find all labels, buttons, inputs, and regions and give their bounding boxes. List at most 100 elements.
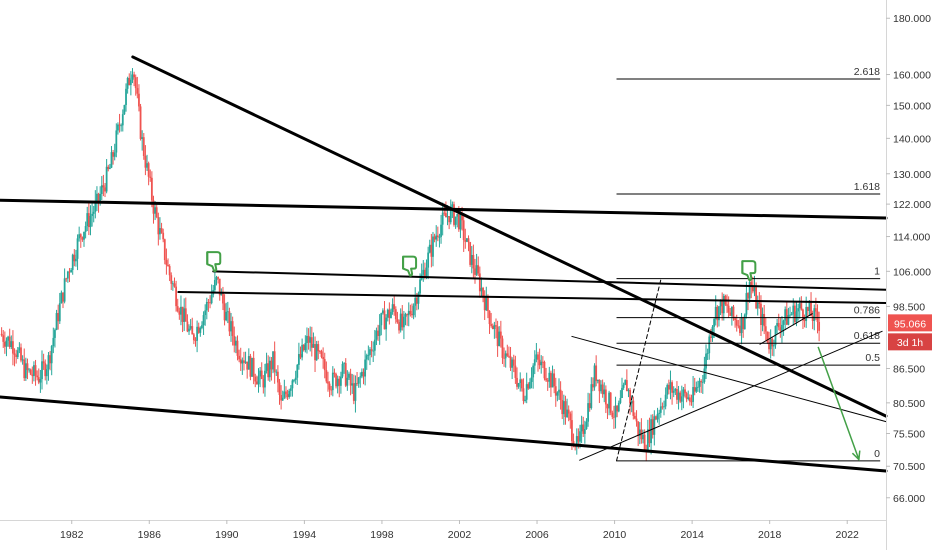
candle-body <box>546 380 549 382</box>
candle-body <box>108 167 111 169</box>
candle-body <box>230 321 232 332</box>
candle-body <box>703 368 706 382</box>
candle-body <box>440 224 442 237</box>
candle-body <box>314 344 316 361</box>
candle-body <box>373 339 376 351</box>
candle-body <box>679 392 682 402</box>
trendline-thin <box>759 313 813 345</box>
candle-body <box>71 254 74 270</box>
y-tick-label: 106.000 <box>893 266 931 278</box>
fib-level-label: 2.618 <box>854 66 880 78</box>
candle-body <box>107 166 110 169</box>
candle-body <box>519 379 522 384</box>
candle-body <box>349 373 352 386</box>
candle-body <box>816 311 819 322</box>
candle-body <box>257 376 260 385</box>
candle-body <box>750 281 753 287</box>
candle-body <box>68 271 71 273</box>
candle-body <box>312 344 315 348</box>
candle-body <box>152 200 155 214</box>
candle-body <box>47 355 50 370</box>
y-tick-label: 66.000 <box>893 493 925 505</box>
candle-body <box>86 213 89 227</box>
candle-body <box>522 388 525 401</box>
candle-body <box>721 299 724 314</box>
candle-body <box>651 419 654 435</box>
candle-body <box>503 357 505 359</box>
candle-body <box>183 308 186 322</box>
candle-body <box>425 267 428 278</box>
candle-body <box>75 258 77 262</box>
candle-body <box>380 313 383 326</box>
candle-body <box>664 394 667 407</box>
candle-body <box>296 364 299 378</box>
candle-body <box>63 278 66 302</box>
candle-body <box>139 106 142 139</box>
candle-body <box>239 359 242 364</box>
candle-body <box>490 324 493 326</box>
candle-body <box>197 326 200 333</box>
candle-body <box>79 234 82 238</box>
candle-body <box>525 384 528 400</box>
candle-body <box>181 306 184 322</box>
candle-body <box>231 321 234 336</box>
candle-body <box>650 419 652 444</box>
candle-body <box>558 389 560 393</box>
candle-body <box>436 235 439 237</box>
candle-body <box>562 401 565 415</box>
candle-body <box>391 304 394 312</box>
candle-body <box>251 357 253 377</box>
candle-body <box>20 347 22 361</box>
candle-body <box>8 336 11 348</box>
candle-body <box>265 363 268 371</box>
candle-body <box>89 215 92 228</box>
candle-body <box>469 242 472 265</box>
candle-body <box>247 356 250 370</box>
candle-body <box>215 277 218 280</box>
candle-body <box>262 378 265 388</box>
candle-body <box>730 306 733 316</box>
candle-body <box>301 344 304 358</box>
candle-body <box>466 238 468 242</box>
candle-body <box>378 325 381 337</box>
candle-body <box>448 216 451 223</box>
candle-body <box>275 371 278 373</box>
candle-body <box>336 378 339 387</box>
candle-body <box>672 390 675 393</box>
candle-body <box>535 354 538 360</box>
candle-body <box>548 372 551 382</box>
candle-body <box>671 382 673 393</box>
y-tick-label: 86.500 <box>893 363 925 375</box>
candle-body <box>504 353 507 359</box>
candle-body <box>325 370 328 382</box>
candle-body <box>165 260 168 265</box>
candle-body <box>144 155 147 168</box>
candle-body <box>66 271 69 279</box>
candle-body <box>734 318 737 321</box>
candle-body <box>110 152 113 168</box>
y-tick-label: 180.000 <box>893 13 931 25</box>
candle-body <box>414 297 417 306</box>
candle-body <box>441 212 444 225</box>
candle-body <box>622 384 625 388</box>
candle-body <box>16 350 19 357</box>
candle-body <box>735 320 738 326</box>
candle-body <box>302 344 305 351</box>
annotations <box>206 251 861 462</box>
candle-body <box>483 297 486 311</box>
candle-body <box>587 403 589 422</box>
fib-level-label: 0 <box>874 448 880 460</box>
candle-body <box>339 376 342 386</box>
candle-body <box>306 335 308 343</box>
y-tick-label: 150.000 <box>893 100 931 112</box>
candle-body <box>125 88 127 106</box>
candle-body <box>491 325 494 330</box>
candle-body <box>97 193 100 201</box>
candle-body <box>365 355 368 360</box>
trendline-thick <box>0 395 888 473</box>
candle-body <box>459 213 462 230</box>
candle-body <box>94 200 97 212</box>
fib-level-label: 1 <box>874 266 880 278</box>
candle-body <box>556 392 559 396</box>
